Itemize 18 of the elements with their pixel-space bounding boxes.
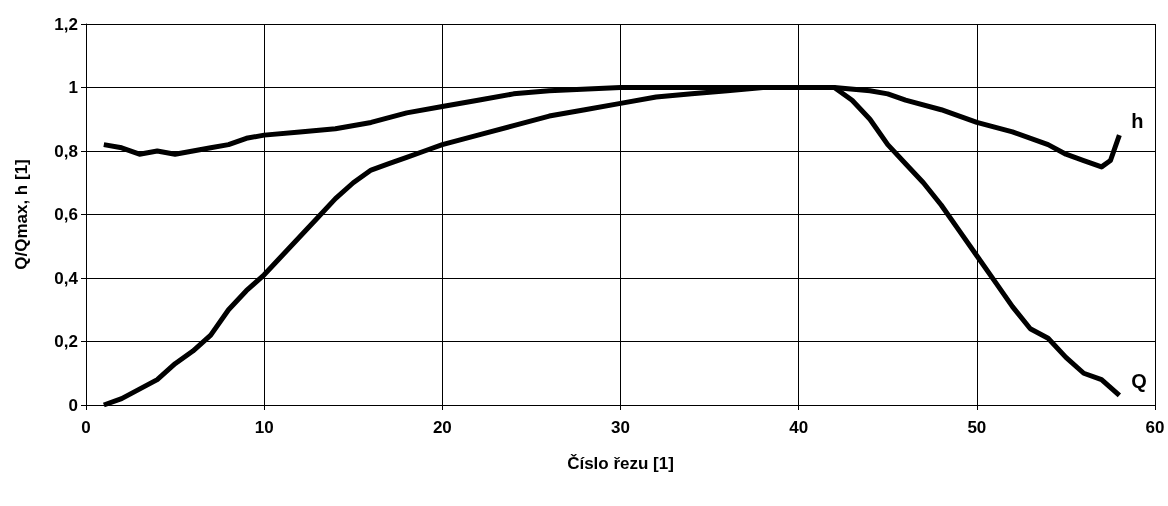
series-label: Q [1131, 370, 1147, 393]
x-tick-label: 30 [611, 418, 630, 437]
x-tick-label: 20 [432, 418, 452, 437]
y-tick-label: 0 [68, 395, 78, 415]
x-tick-label: 50 [967, 418, 987, 437]
y-axis-title: Q/Qmax, h [1] [12, 159, 31, 270]
y-tick-label: 0,6 [54, 205, 78, 224]
y-tick-label: 1 [68, 78, 78, 97]
series-label: h [1131, 110, 1144, 133]
y-tick-label: 0,2 [54, 332, 78, 351]
x-tick-label: 60 [1145, 418, 1165, 437]
x-tick-label: 40 [789, 418, 809, 437]
y-tick-label: 0,8 [54, 141, 78, 161]
x-axis-title: Číslo řezu [1] [567, 454, 674, 473]
x-tick-label: 10 [254, 418, 274, 437]
y-tick-label: 1,2 [54, 14, 78, 34]
y-tick-label: 0,4 [54, 268, 79, 288]
x-tick-label: 0 [81, 418, 91, 437]
